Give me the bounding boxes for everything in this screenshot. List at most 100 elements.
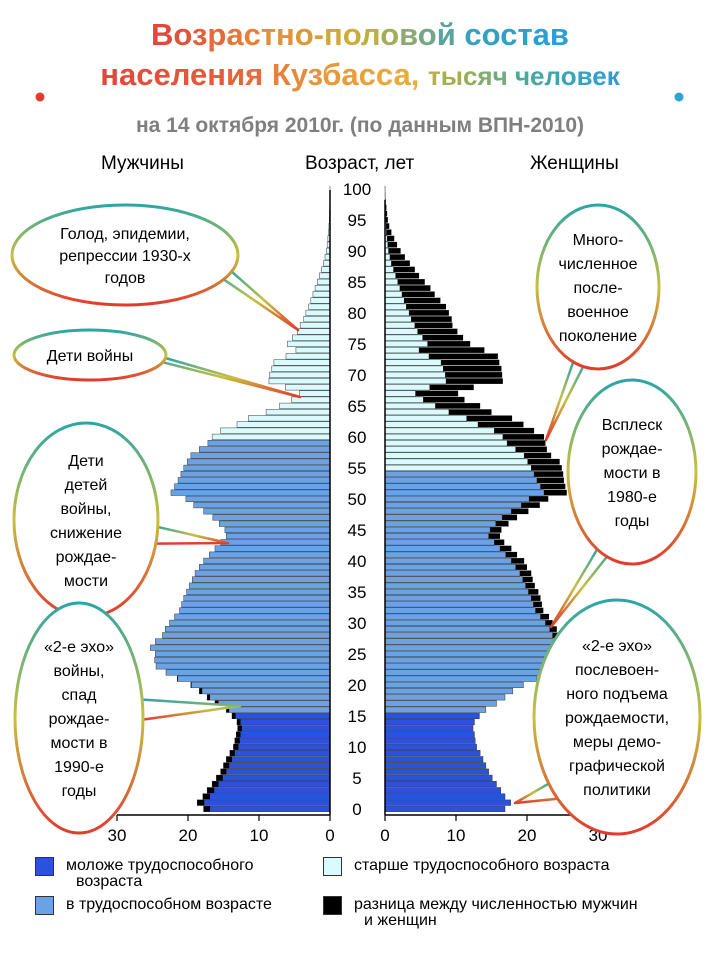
difference-bar-age-97 bbox=[385, 204, 387, 211]
women-x-tick-label: 20 bbox=[518, 826, 537, 845]
men-bar-age-34 bbox=[183, 595, 331, 602]
women-bars bbox=[384, 185, 565, 812]
difference-bar-age-60 bbox=[502, 434, 545, 440]
women-bar-age-62 bbox=[384, 421, 479, 428]
women-bar-age-72 bbox=[384, 359, 442, 366]
callout-boom80: Всплеск рождае-мости в 1980-е годы bbox=[549, 378, 698, 629]
men-bar-age-84 bbox=[314, 285, 331, 292]
age-tick-label: 15 bbox=[348, 707, 367, 726]
difference-bar-age-49 bbox=[521, 502, 540, 508]
chart-title-line2-units: тысяч человек bbox=[428, 61, 620, 91]
women-bar-age-9 bbox=[384, 750, 481, 757]
chart-title-line2-main: населения Кузбасса, bbox=[100, 57, 420, 92]
women-bar-age-31 bbox=[384, 613, 541, 620]
women-bar-age-42 bbox=[384, 545, 501, 552]
age-tick-label: 80 bbox=[348, 304, 367, 323]
women-bar-age-75 bbox=[384, 340, 428, 347]
difference-bars bbox=[177, 186, 569, 812]
age-tick-label: 70 bbox=[348, 366, 367, 385]
men-bar-age-32 bbox=[179, 607, 331, 614]
men-bar-age-9 bbox=[229, 750, 331, 757]
men-bar-age-82 bbox=[310, 297, 331, 304]
women-bar-age-71 bbox=[384, 365, 444, 372]
women-bar-age-13 bbox=[384, 725, 474, 732]
women-header: Женщины bbox=[530, 153, 619, 174]
difference-bar-age-32 bbox=[535, 607, 544, 614]
difference-bar-age-81 bbox=[406, 303, 447, 310]
difference-bar-men-age-14 bbox=[236, 719, 241, 725]
women-bar-age-56 bbox=[384, 458, 528, 465]
men-bar-age-20 bbox=[190, 681, 331, 688]
men-bar-age-56 bbox=[187, 458, 331, 465]
men-bar-age-65 bbox=[279, 402, 331, 409]
men-bar-age-21 bbox=[177, 675, 331, 682]
men-bar-age-73 bbox=[285, 353, 331, 360]
men-bar-age-86 bbox=[319, 272, 331, 279]
women-bar-age-38 bbox=[384, 570, 521, 577]
difference-bar-men-age-16 bbox=[226, 706, 230, 713]
men-bar-age-14 bbox=[236, 719, 331, 726]
difference-bar-age-68 bbox=[429, 384, 474, 391]
men-x-tick-label: 20 bbox=[179, 826, 198, 845]
difference-bar-age-33 bbox=[533, 601, 542, 608]
difference-bar-age-63 bbox=[466, 415, 513, 422]
callout-text: годов bbox=[105, 270, 146, 287]
men-bars bbox=[150, 185, 331, 812]
men-bar-age-80 bbox=[305, 309, 331, 316]
difference-bar-age-36 bbox=[525, 582, 535, 589]
difference-bar-men-age-20 bbox=[190, 682, 192, 688]
divider-left-dot bbox=[35, 92, 45, 102]
callout-text: спад bbox=[62, 687, 98, 704]
women-bar-age-23 bbox=[384, 663, 560, 670]
difference-bar-age-69 bbox=[446, 378, 503, 384]
difference-bar-age-55 bbox=[531, 465, 562, 471]
difference-bar-men-age-7 bbox=[223, 762, 230, 769]
callout-famine: Голод, эпидемии, репрессии 1930-х годов bbox=[10, 203, 300, 332]
women-bar-age-19 bbox=[384, 688, 514, 695]
difference-bar-age-87 bbox=[393, 266, 415, 273]
difference-bar-age-43 bbox=[494, 539, 505, 546]
women-bar-age-53 bbox=[384, 477, 538, 484]
callout-text: политики bbox=[583, 782, 651, 799]
age-tick-label: 95 bbox=[348, 211, 367, 230]
difference-bar-age-44 bbox=[488, 533, 501, 539]
age-tick-label: 55 bbox=[348, 459, 367, 478]
women-bar-age-45 bbox=[384, 526, 491, 533]
women-bar-age-63 bbox=[384, 415, 467, 422]
callout-text: поколение bbox=[559, 328, 637, 345]
men-bar-age-22 bbox=[165, 669, 331, 676]
men-bar-age-8 bbox=[226, 756, 331, 763]
callout-text: Дети войны bbox=[47, 348, 133, 365]
difference-bar-age-74 bbox=[419, 347, 485, 353]
legend-label-working: в трудоспособном возрасте bbox=[66, 896, 272, 913]
men-bar-age-55 bbox=[183, 464, 331, 471]
men-bar-age-25 bbox=[155, 650, 331, 657]
men-bar-age-57 bbox=[190, 452, 331, 459]
callout-text: 1990-е bbox=[54, 759, 104, 776]
men-bar-age-48 bbox=[203, 508, 331, 515]
women-bar-age-12 bbox=[384, 731, 475, 738]
women-bar-age-17 bbox=[384, 700, 497, 707]
callout-war-children: Дети войны bbox=[12, 328, 302, 399]
callout-pointer bbox=[153, 525, 230, 545]
callout-text: меры демо- bbox=[573, 734, 661, 751]
women-bar-age-26 bbox=[384, 644, 565, 651]
women-bar-age-6 bbox=[384, 768, 489, 775]
men-bar-age-60 bbox=[211, 433, 331, 440]
men-bar-age-40 bbox=[203, 557, 331, 564]
callout-text: годы bbox=[62, 783, 97, 800]
difference-bar-age-53 bbox=[536, 477, 564, 484]
women-bar-age-51 bbox=[384, 489, 545, 496]
women-bar-age-61 bbox=[384, 427, 495, 434]
callout-text: репрессии 1930-х bbox=[59, 248, 191, 265]
callout-echo2-right: «2-е эхо» послевоен-ного подъема рождаемос… bbox=[513, 598, 702, 836]
difference-bar-age-58 bbox=[515, 446, 547, 453]
women-bar-age-76 bbox=[384, 334, 423, 341]
men-bar-age-31 bbox=[174, 613, 331, 620]
difference-bar-men-age-9 bbox=[229, 750, 235, 756]
callout-text: Всплеск bbox=[602, 417, 664, 434]
difference-bar-age-66 bbox=[423, 396, 465, 403]
women-bar-age-37 bbox=[384, 576, 523, 583]
women-bar-age-14 bbox=[384, 719, 475, 726]
callout-text: послевоен- bbox=[575, 662, 659, 679]
